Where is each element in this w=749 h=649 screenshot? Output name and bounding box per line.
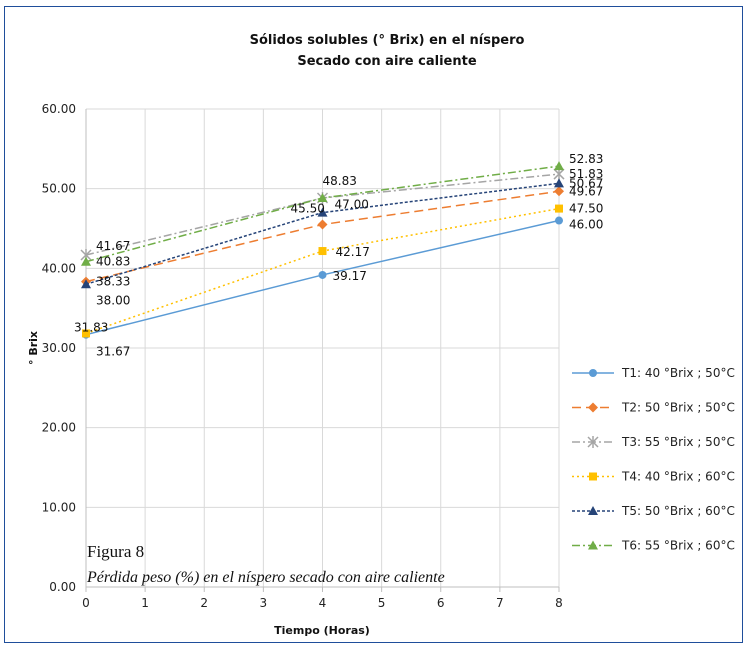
data-point	[555, 216, 563, 225]
legend-item-4: T4: 40 °Brix ; 60°C	[572, 470, 735, 484]
legend-item-2: T2: 50 °Brix ; 50°C	[572, 401, 735, 415]
data-label: 48.83	[323, 174, 357, 188]
data-label: 47.50	[569, 202, 603, 216]
legend-swatch-marker	[588, 506, 598, 515]
legend-label: T3: 55 °Brix ; 50°C	[621, 435, 735, 449]
y-tick-label: 0.00	[49, 580, 76, 594]
data-label: 39.17	[333, 269, 367, 283]
data-point	[317, 207, 328, 217]
data-label: 45.50	[291, 202, 325, 216]
legend-label: T6: 55 °Brix ; 60°C	[621, 539, 735, 553]
y-tick-label: 50.00	[42, 182, 76, 196]
legend-item-5: T5: 50 °Brix ; 60°C	[572, 504, 735, 518]
x-tick-label: 8	[555, 596, 563, 610]
data-label: 42.17	[336, 245, 370, 259]
data-label: 31.83	[74, 320, 108, 334]
chart-subtitle: Secado con aire caliente	[297, 54, 476, 69]
data-label: 41.67	[96, 239, 130, 253]
y-tick-label: 60.00	[42, 102, 76, 116]
data-label: 50.67	[569, 176, 603, 190]
figure-caption: Pérdida peso (%) en el níspero secado co…	[86, 569, 445, 586]
data-label: 51.83	[569, 167, 603, 181]
chart-title: Sólidos solubles (° Brix) en el níspero	[250, 33, 525, 48]
data-point	[318, 270, 327, 279]
legend-label: T5: 50 °Brix ; 60°C	[621, 504, 735, 518]
x-tick-label: 3	[260, 596, 268, 610]
data-label: 46.00	[569, 218, 603, 232]
y-axis-title: ° Brix	[27, 331, 40, 365]
x-tick-label: 2	[200, 596, 208, 610]
data-label: 52.83	[569, 152, 603, 166]
data-point	[554, 186, 564, 197]
legend-swatch-marker	[589, 472, 597, 481]
data-label-layer: 31.67 39.17 46.00 38.33 45.50 49.67 41.67 51.83…	[74, 152, 603, 359]
data-label: 47.00	[335, 198, 369, 212]
figure-label: Figura 8	[87, 542, 144, 561]
x-tick-label: 0	[82, 596, 90, 610]
y-tick-label: 40.00	[42, 261, 76, 275]
data-label: 38.00	[96, 293, 130, 307]
data-point	[554, 161, 564, 171]
y-tick-label: 10.00	[42, 500, 76, 514]
x-tick-label: 7	[496, 596, 504, 610]
legend-swatch-marker	[588, 402, 598, 413]
data-label: 49.67	[569, 184, 603, 198]
data-point	[81, 279, 91, 289]
legend: T1: 40 °Brix ; 50°C T2: 50 °Brix ; 50°C T3…	[572, 366, 735, 553]
legend-item-3: T3: 55 °Brix ; 50°C	[572, 435, 735, 449]
data-label: 31.67	[96, 345, 130, 359]
y-tick-label: 30.00	[42, 341, 76, 355]
data-point	[555, 204, 563, 213]
x-tick-label: 6	[437, 596, 445, 610]
x-tick-label: 4	[319, 596, 327, 610]
x-tick-label: 1	[141, 596, 149, 610]
y-tick-label: 20.00	[42, 421, 76, 435]
series-layer	[80, 161, 565, 339]
data-point	[318, 247, 327, 256]
x-tick-label: 5	[378, 596, 386, 610]
data-point	[554, 178, 564, 188]
legend-label: T2: 50 °Brix ; 50°C	[621, 401, 735, 415]
legend-swatch-marker	[589, 369, 597, 377]
x-axis-title: Tiempo (Horas)	[274, 624, 370, 637]
data-point	[317, 219, 328, 230]
legend-label: T1: 40 °Brix ; 50°C	[621, 366, 735, 380]
data-label: 40.83	[96, 255, 130, 269]
legend-item-1: T1: 40 °Brix ; 50°C	[572, 366, 735, 380]
data-label: 38.33	[96, 275, 130, 289]
data-point	[82, 329, 90, 338]
legend-item-6: T6: 55 °Brix ; 60°C	[572, 539, 735, 553]
data-point	[317, 192, 328, 202]
data-point	[81, 256, 91, 266]
legend-swatch-marker	[588, 540, 598, 550]
legend-swatch-marker	[587, 436, 599, 448]
legend-label: T4: 40 °Brix ; 60°C	[621, 470, 735, 484]
